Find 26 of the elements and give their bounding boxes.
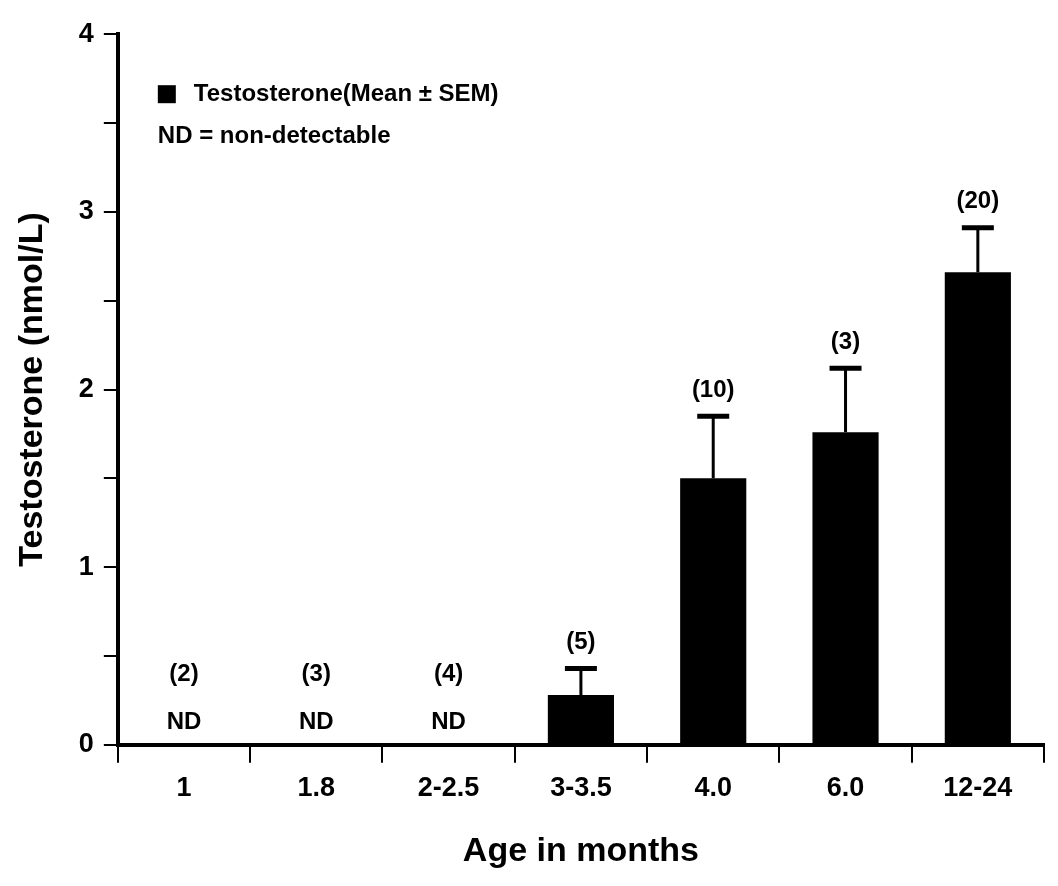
annotation: (3) — [830, 326, 861, 354]
y-tick-label: 1 — [78, 550, 94, 581]
y-tick-label: 4 — [78, 17, 94, 48]
text: ND — [431, 707, 466, 735]
y-tick-label: 2 — [78, 372, 94, 403]
x-tick-label: 2-2.5 — [417, 772, 480, 803]
text: ND — [298, 707, 334, 735]
x-tick-label: 6.0 — [826, 772, 865, 803]
x-tick-label: 12-24 — [943, 772, 1013, 803]
legend-label: Testosterone(Mean ± SEM) — [193, 78, 499, 106]
annotation: (4) — [433, 659, 464, 687]
y-axis-title: Testosterone (nmol/L) — [10, 212, 49, 567]
x-tick-label: 3-3.5 — [550, 772, 612, 803]
annotation: (2) — [169, 659, 199, 687]
x-tick-label: 4.0 — [694, 772, 732, 803]
annotation: (3) — [301, 659, 331, 687]
annotation: (5) — [566, 627, 596, 655]
x-tick-label: 1.8 — [297, 772, 336, 803]
y-tick-label: 0 — [78, 728, 94, 759]
x-axis-title: Age in months — [462, 829, 699, 868]
y-tick-label: 3 — [78, 195, 94, 226]
x-tick-label: 1 — [176, 772, 192, 803]
text: ND — [166, 707, 202, 735]
annotation: (10) — [691, 374, 735, 402]
annotation: (20) — [956, 186, 1000, 214]
annotation: ND = non-detectable — [157, 120, 391, 148]
